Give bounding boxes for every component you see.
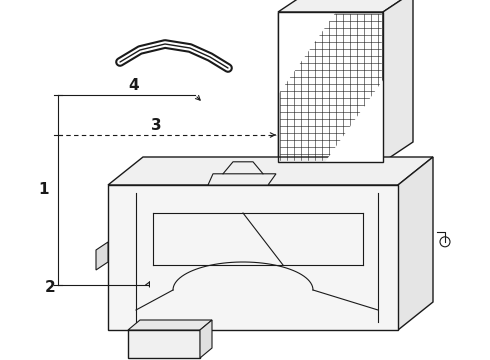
Polygon shape bbox=[108, 185, 398, 330]
Text: 3: 3 bbox=[151, 117, 161, 132]
Polygon shape bbox=[128, 320, 212, 330]
Text: 2: 2 bbox=[45, 279, 55, 294]
Polygon shape bbox=[200, 320, 212, 358]
Polygon shape bbox=[398, 157, 433, 330]
Polygon shape bbox=[96, 242, 108, 270]
Polygon shape bbox=[108, 157, 433, 185]
Polygon shape bbox=[278, 12, 336, 94]
Text: 4: 4 bbox=[128, 77, 139, 93]
Polygon shape bbox=[128, 330, 200, 358]
Polygon shape bbox=[278, 12, 336, 94]
Polygon shape bbox=[383, 0, 413, 162]
Polygon shape bbox=[325, 80, 383, 162]
Polygon shape bbox=[278, 0, 413, 12]
Polygon shape bbox=[278, 12, 383, 162]
Polygon shape bbox=[208, 174, 276, 185]
Text: 1: 1 bbox=[39, 183, 49, 198]
